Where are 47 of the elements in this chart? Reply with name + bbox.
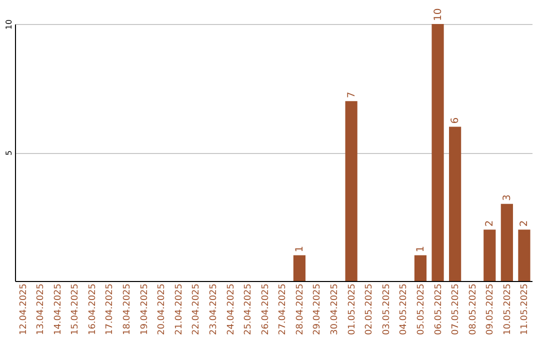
x-tick-label: 08.05.2025 [468, 284, 478, 336]
x-tick-label: 12.04.2025 [18, 284, 29, 336]
data-label: 1 [294, 246, 306, 252]
data-label: 2 [519, 220, 530, 227]
x-tick-label: 26.04.2025 [260, 284, 271, 336]
x-tick-label: 10.05.2025 [502, 284, 513, 336]
y-tick-label: 5 [4, 150, 14, 156]
bar [345, 101, 358, 281]
x-tick-label: 06.05.2025 [434, 284, 444, 336]
x-tick-label: 22.04.2025 [192, 284, 202, 336]
x-tick-label: 04.05.2025 [399, 284, 410, 336]
x-tick-label: 13.04.2025 [36, 284, 46, 336]
data-label: 1 [415, 246, 426, 252]
x-tick-label: 15.04.2025 [70, 284, 81, 336]
x-tick-label: 16.04.2025 [88, 284, 98, 336]
bar [484, 230, 496, 281]
x-tick-label: 27.04.2025 [278, 284, 288, 336]
x-tick-label: 21.04.2025 [174, 284, 184, 336]
bar [518, 230, 530, 281]
x-tick-label: 05.05.2025 [416, 284, 426, 336]
x-tick-label: 03.05.2025 [382, 284, 392, 336]
data-label: 3 [502, 194, 513, 201]
x-tick-label: 02.05.2025 [364, 284, 375, 336]
bar [432, 24, 444, 281]
data-label: 6 [450, 117, 462, 124]
x-tick-label: 07.05.2025 [451, 284, 462, 336]
data-label: 10 [432, 8, 444, 21]
x-tick-label: 23.04.2025 [208, 284, 219, 336]
data-label: 2 [484, 220, 496, 227]
x-tick-label: 20.04.2025 [157, 284, 168, 336]
x-tick-label: 30.04.2025 [330, 284, 340, 336]
x-tick-label: 28.04.2025 [295, 284, 306, 336]
x-tick-label: 29.04.2025 [312, 284, 323, 336]
bar [414, 255, 427, 281]
x-tick-label: 09.05.2025 [486, 284, 496, 336]
bar [500, 204, 513, 281]
x-tick-label: 18.04.2025 [122, 284, 133, 336]
x-tick-label: 24.04.2025 [226, 284, 236, 336]
x-tick-label: 17.04.2025 [105, 284, 116, 336]
x-tick-label: 19.04.2025 [140, 284, 150, 336]
x-tick-label: 01.05.2025 [347, 284, 358, 336]
bar [449, 126, 462, 281]
x-tick-label: 11.05.2025 [520, 284, 530, 336]
data-label: 7 [346, 92, 358, 98]
x-tick-label: 25.04.2025 [244, 284, 254, 336]
x-tick-label: 14.04.2025 [53, 284, 64, 336]
bar [293, 255, 306, 281]
